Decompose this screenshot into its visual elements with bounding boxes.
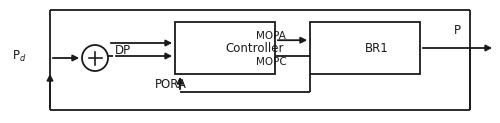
Bar — [175, 22, 275, 74]
Bar — [310, 22, 420, 74]
Text: Controller: Controller — [225, 41, 284, 54]
Text: BR1: BR1 — [365, 41, 389, 54]
Text: P$_d$: P$_d$ — [12, 48, 26, 64]
Circle shape — [82, 45, 108, 71]
Text: MOPA: MOPA — [256, 31, 286, 41]
Text: DP: DP — [115, 44, 131, 56]
Text: PORA: PORA — [155, 78, 187, 92]
Text: P: P — [454, 23, 461, 37]
Text: MOPC: MOPC — [256, 57, 287, 67]
